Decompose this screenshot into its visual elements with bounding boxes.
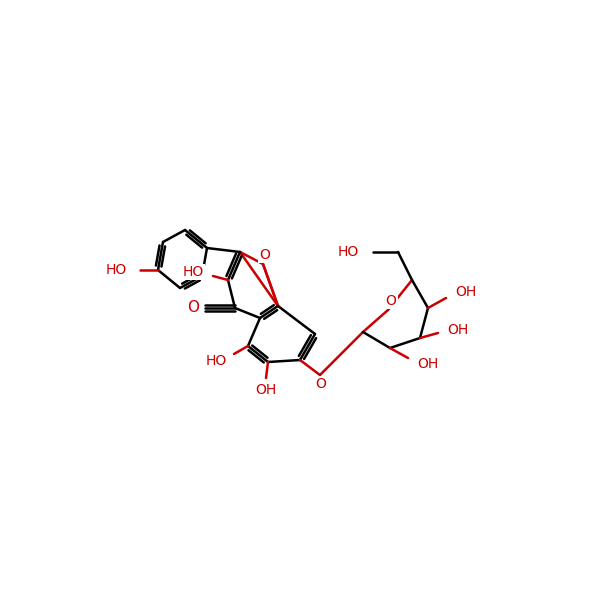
Text: HO: HO [337, 245, 359, 259]
Text: OH: OH [418, 357, 439, 371]
Text: HO: HO [205, 354, 227, 368]
Text: O: O [386, 294, 397, 308]
Text: O: O [316, 377, 326, 391]
Text: OH: OH [448, 323, 469, 337]
Text: O: O [260, 248, 271, 262]
Text: O: O [187, 299, 199, 314]
Text: HO: HO [182, 265, 203, 279]
Text: OH: OH [256, 383, 277, 397]
Text: HO: HO [106, 263, 127, 277]
Text: OH: OH [455, 285, 476, 299]
